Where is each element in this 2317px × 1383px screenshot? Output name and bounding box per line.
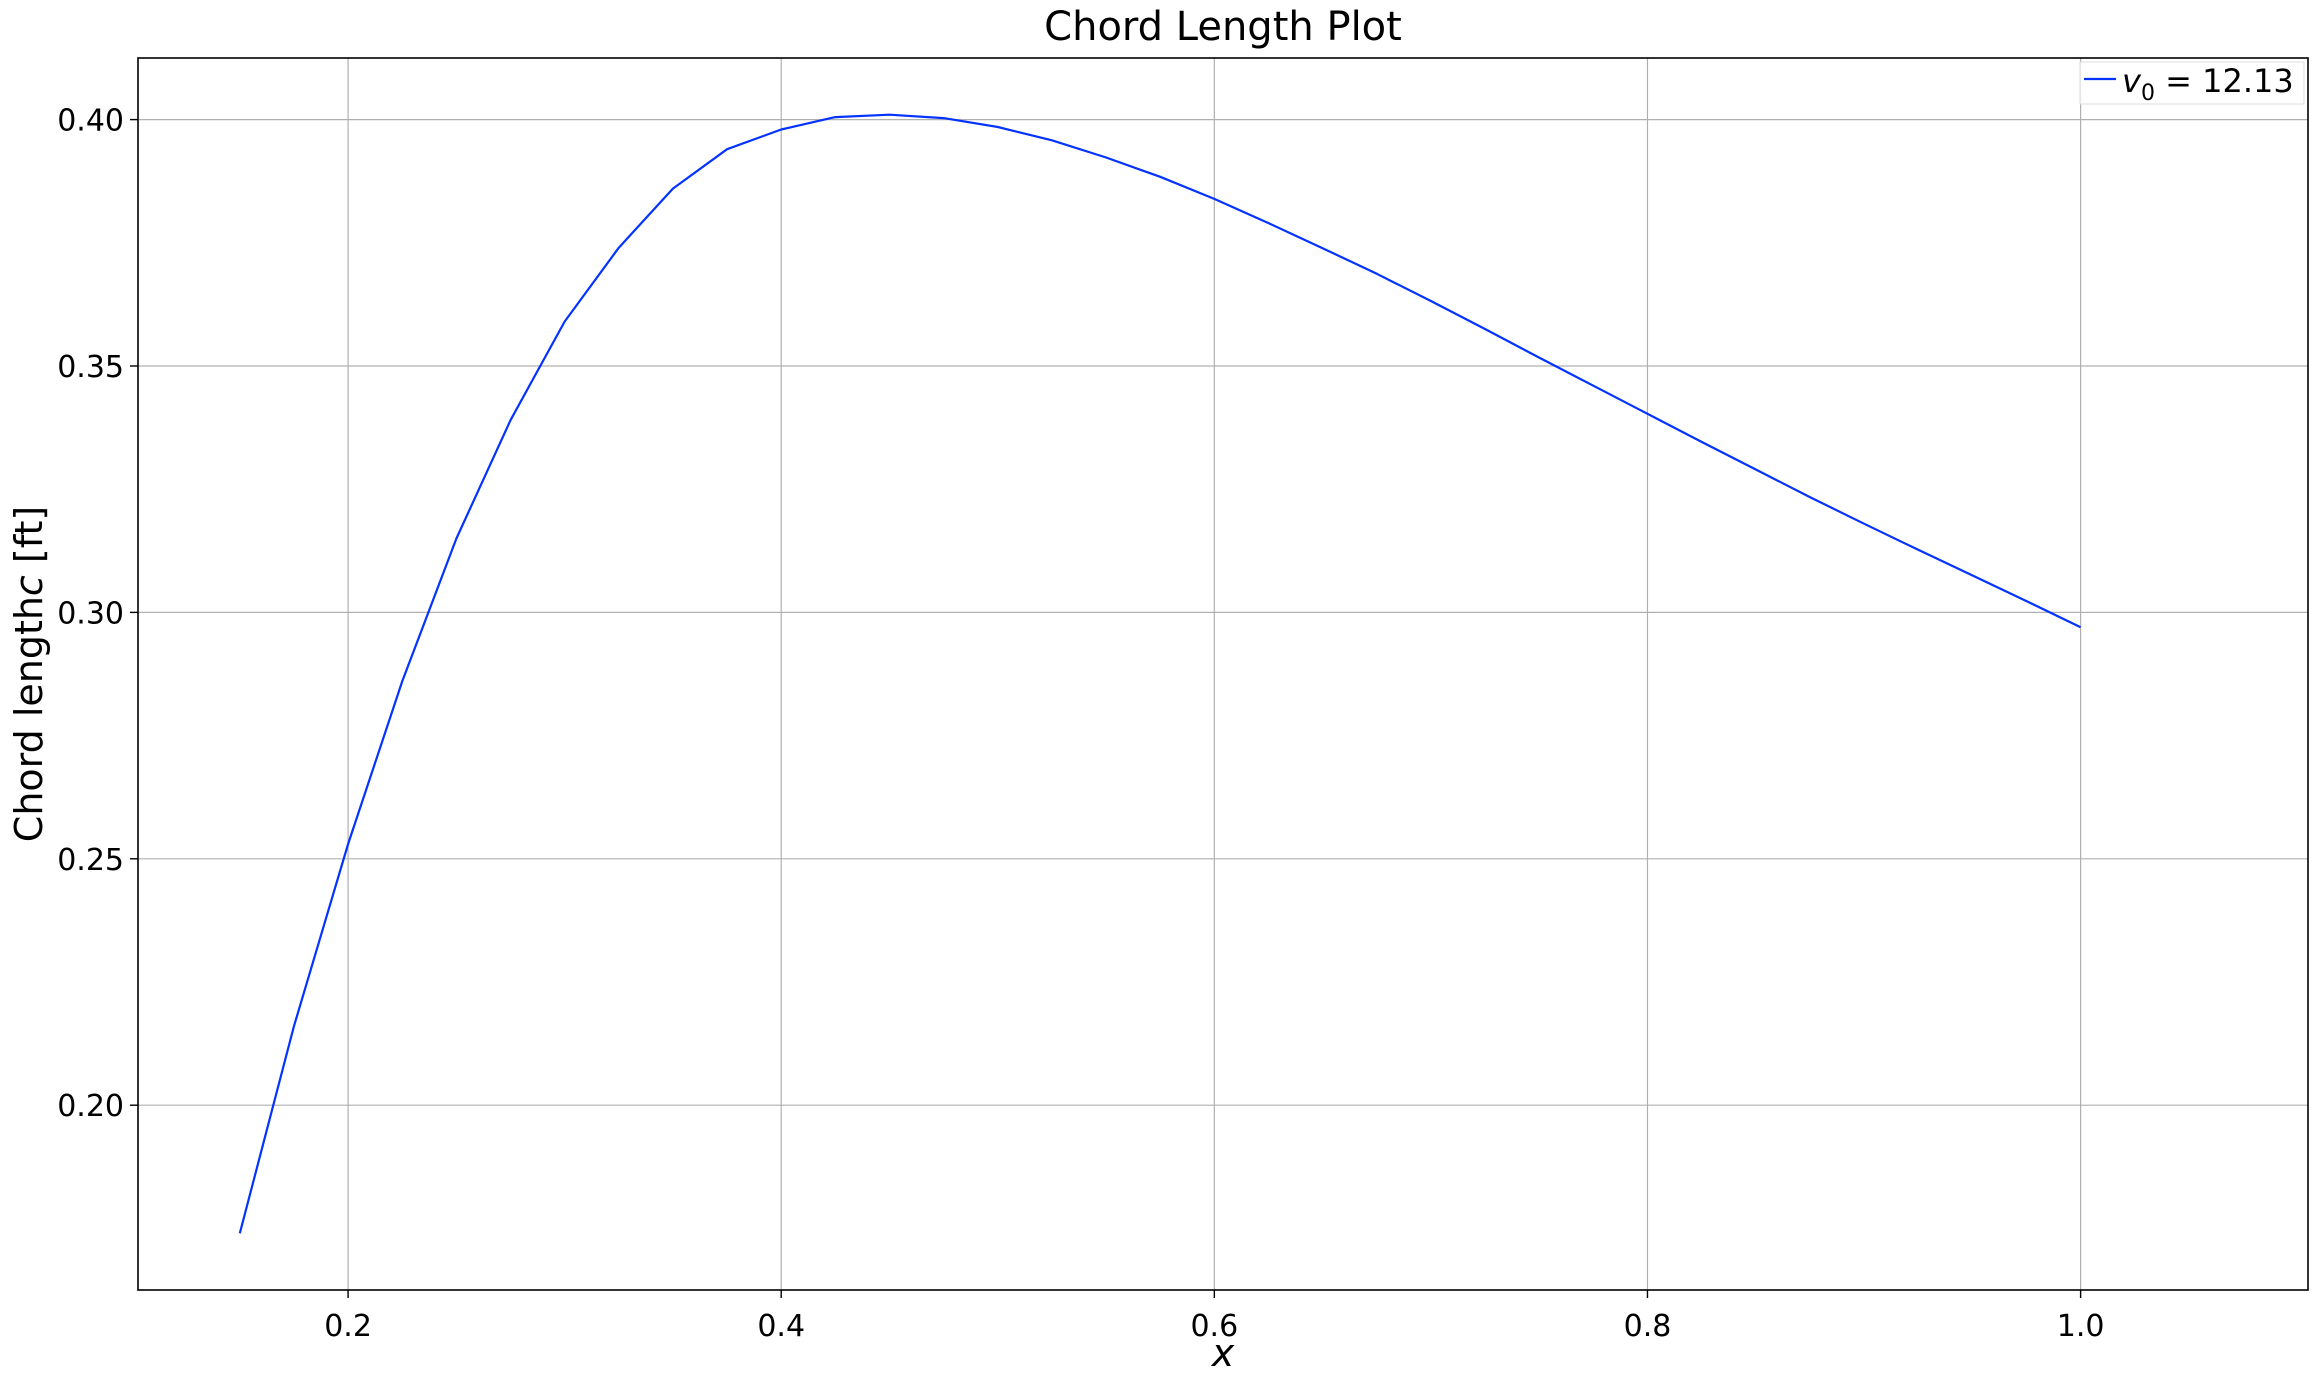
legend-value: = 12.13 [2155,62,2294,100]
plot-frame [137,57,2309,1291]
y-axis-label-unit: [ft] [7,506,51,563]
plot-background [138,58,2308,1290]
x-tick-label: 1.0 [2057,1309,2105,1344]
y-axis-label-text: Chord length [7,596,51,842]
grid-layer [138,58,2308,1290]
x-tick-label: 0.2 [324,1309,372,1344]
x-tick-label: 0.6 [1190,1309,1238,1344]
tick-layer: 0.2 0.4 0.6 0.8 1.0 0.20 0.25 0.30 0.35 0.40 [57,104,2104,1344]
legend-symbol: v [2122,62,2142,100]
legend-label: v0 = 12.13 [2122,62,2294,106]
x-tick-label: 0.4 [757,1309,805,1344]
series-line [238,113,2082,1234]
chart-title: Chord Length Plot [1044,4,1402,50]
x-tick-label: 0.8 [1624,1309,1672,1344]
y-tick-label: 0.40 [57,104,124,139]
y-axis-label-space [7,563,51,575]
y-tick-label: 0.20 [57,1089,124,1124]
legend: v0 = 12.13 [2079,61,2305,106]
y-tick-label: 0.35 [57,350,124,385]
series-layer [238,113,2082,1234]
y-axis-label-symbol: c [7,575,51,596]
y-tick-label: 0.25 [57,843,124,878]
legend-subscript: 0 [2141,81,2155,106]
y-tick-label: 0.30 [57,596,124,631]
x-axis-label: x [1211,1331,1235,1375]
legend-box [2079,61,2305,105]
y-axis-label: Chord lengthc [ft] [7,506,51,842]
